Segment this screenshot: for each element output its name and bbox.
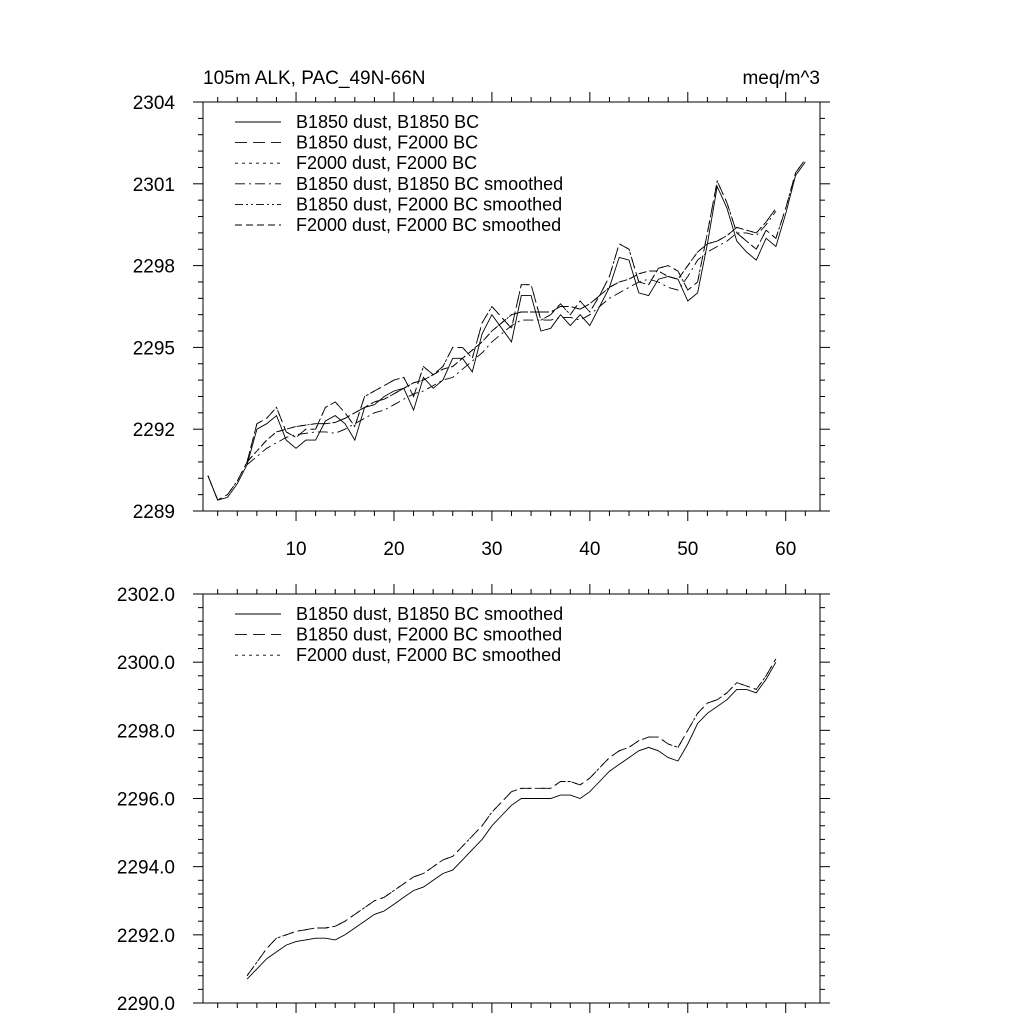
- y-tick-label: 2298: [133, 257, 175, 278]
- x-tick-label: 50: [677, 539, 698, 560]
- x-tick-label: 10: [285, 539, 306, 560]
- legend-label: B1850 dust, B1850 BC: [296, 112, 479, 132]
- y-axis-labels: 2290.0 2292.0 2294.0 2296.0 2298.0 2300.0 2302…: [117, 585, 175, 1015]
- y-tick-label: 2292: [133, 420, 175, 441]
- series-line: [207, 159, 806, 501]
- units-label: meq/m^3: [742, 68, 820, 89]
- legend-label: F2000 dust, F2000 BC smoothed: [296, 215, 561, 235]
- y-tick-label: 2302.0: [117, 585, 175, 606]
- axis-ticks: [193, 92, 830, 521]
- y-tick-label: 2304: [133, 93, 176, 114]
- x-tick-label: 20: [383, 539, 404, 560]
- x-axis-labels: 10 20 30 40 50 60: [285, 539, 796, 560]
- y-axis-labels: 2289 2292 2295 2298 2301 2304: [133, 93, 176, 523]
- top-panel: 105m ALK, PAC_49N-66N meq/m^3 2289229222…: [133, 68, 830, 560]
- y-tick-label: 2292.0: [117, 926, 175, 947]
- y-tick-label: 2298.0: [117, 721, 175, 742]
- legend-label: B1850 dust, F2000 BC smoothed: [296, 194, 562, 214]
- legend-label: B1850 dust, F2000 BC: [296, 133, 478, 153]
- legend-label: F2000 dust, F2000 BC: [296, 153, 477, 173]
- y-tick-label: 2290.0: [117, 994, 175, 1015]
- y-tick-label: 2295: [133, 338, 175, 359]
- series-lines: [246, 658, 777, 980]
- series-line: [246, 661, 777, 980]
- x-tick-label: 30: [481, 539, 502, 560]
- y-tick-label: 2289: [133, 502, 175, 523]
- panel-title: 105m ALK, PAC_49N-66N: [203, 68, 426, 89]
- x-tick-label: 40: [579, 539, 600, 560]
- y-tick-label: 2294.0: [117, 858, 175, 879]
- legend-label: B1850 dust, B1850 BC smoothed: [296, 604, 563, 624]
- series-lines: [207, 159, 806, 501]
- legend-label: B1850 dust, B1850 BC smoothed: [296, 174, 563, 194]
- y-tick-label: 2300.0: [117, 653, 175, 674]
- legend-label: F2000 dust, F2000 BC smoothed: [296, 645, 561, 665]
- series-line: [246, 208, 777, 463]
- axis-ticks: [193, 584, 830, 1013]
- series-line: [246, 210, 777, 465]
- series-line: [207, 161, 806, 501]
- y-tick-label: 2296.0: [117, 790, 175, 811]
- series-line: [246, 658, 777, 976]
- legend-label: B1850 dust, F2000 BC smoothed: [296, 625, 562, 645]
- bottom-panel: 2290.0 2292.0 2294.0 2296.0 2298.0 2300.0 2302…: [117, 584, 830, 1015]
- y-tick-label: 2301: [133, 175, 175, 196]
- x-tick-label: 60: [775, 539, 796, 560]
